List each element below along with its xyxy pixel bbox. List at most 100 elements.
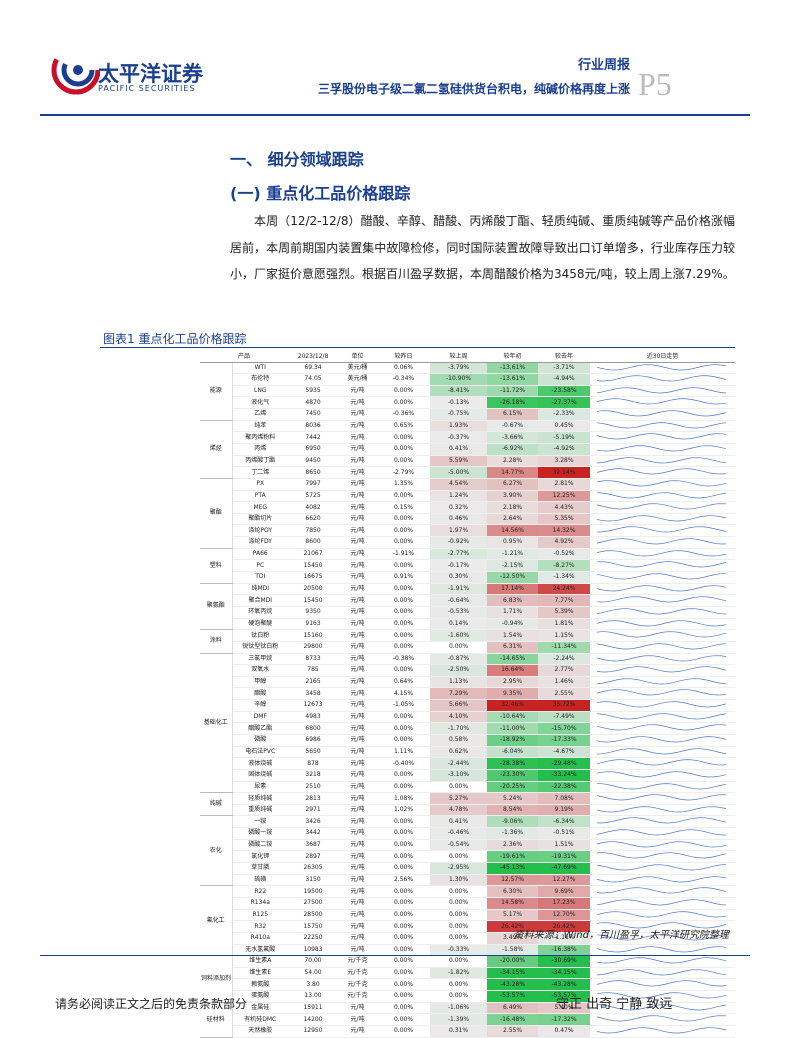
- sparkline: [596, 678, 726, 685]
- sparkline: [596, 771, 726, 778]
- table-cell: 蛋氨酸: [232, 990, 289, 1003]
- table-cell: 2971: [288, 804, 339, 817]
- table-cell: 涤纶FDY: [232, 536, 289, 549]
- sparkline: [596, 922, 726, 929]
- sparkline-path: [596, 456, 726, 463]
- sparkline: [596, 456, 726, 463]
- sparkline-path: [596, 771, 726, 778]
- sparkline-path: [596, 398, 726, 405]
- table-cell: 7.29%: [430, 687, 488, 701]
- table-cell: -15.70%: [538, 722, 591, 735]
- table-cell: 0.00%: [430, 955, 488, 968]
- table-cell: 4082: [288, 501, 339, 514]
- table-cell: 布伦特: [232, 373, 289, 386]
- table-cell: -19.31%: [538, 850, 591, 864]
- sparkline: [596, 643, 726, 650]
- table-cell: 6.27%: [487, 478, 539, 491]
- table-row: 布伦特 74.05 美元/桶 -0.34% -10.90% -13.61% -4.94%: [200, 373, 736, 386]
- table-cell: 氯化钾: [232, 850, 289, 864]
- table-row: R410a 22250 元/吨 0.00% 0.00% 3.49% -1.11%: [200, 932, 736, 945]
- table-cell: 1.15%: [538, 629, 591, 642]
- table-row: 涤纶POY 7850 元/吨 0.00% 1.97% 14.56% 14.32%: [200, 524, 736, 538]
- table-cell: 元/吨: [338, 396, 378, 410]
- table-row: 草甘膦 26305 元/吨 0.00% -2.95% -45.13% -47.69%: [200, 862, 736, 875]
- sparkline: [596, 945, 726, 952]
- table-cell: 甲醇: [232, 676, 289, 689]
- sparkline: [596, 619, 726, 626]
- table-cell: -0.33%: [430, 944, 488, 957]
- table-cell: 8.54%: [487, 804, 539, 817]
- table-cell: 7997: [288, 478, 339, 491]
- table-cell: 元/吨: [338, 734, 378, 747]
- table-cell: 6.30%: [487, 885, 539, 898]
- table-cell: -4.92%: [538, 443, 591, 456]
- table-cell: 9.19%: [538, 804, 591, 817]
- table-cell: R134a: [232, 897, 289, 910]
- trend-cell: [590, 862, 736, 875]
- header-rule: [40, 114, 750, 116]
- table-cell: 2.81%: [538, 478, 591, 491]
- table-cell: 8600: [288, 536, 339, 549]
- table-row: 磷酸二铵 3687 元/吨 0.00% -0.54% 2.36% 1.51%: [200, 839, 736, 852]
- footer-rule: [40, 955, 750, 956]
- table-cell: 0.64%: [377, 676, 431, 689]
- table-cell: 0.00%: [430, 990, 488, 1003]
- section-subtitle: (一) 重点化工品价格跟踪: [230, 184, 411, 203]
- trend-cell: [590, 827, 736, 840]
- table-cell: 74.05: [288, 373, 339, 386]
- table-cell: -7.49%: [538, 711, 591, 724]
- table-cell: 元/吨: [338, 757, 378, 770]
- table-cell: -1.05%: [377, 699, 431, 712]
- table-cell: DMF: [232, 711, 289, 724]
- table-cell: -18.92%: [487, 734, 539, 747]
- table-cell: -23.30%: [487, 769, 539, 782]
- table-cell: -27.37%: [538, 396, 591, 410]
- figure-caption: 图表1 重点化工品价格跟踪: [103, 332, 247, 346]
- trend-cell: [590, 362, 736, 375]
- table-cell: 磷酸: [232, 734, 289, 747]
- trend-cell: [590, 513, 736, 526]
- trend-cell: [590, 757, 736, 770]
- table-cell: 6.31%: [487, 641, 539, 654]
- sparkline: [596, 503, 726, 510]
- trend-cell: [590, 548, 736, 561]
- trend-cell: [590, 594, 736, 607]
- table-row: 硬泡聚醚 9163 元/吨 0.00% 0.14% -0.94% 1.81%: [200, 618, 736, 631]
- table-cell: -4.67%: [538, 746, 591, 759]
- table-row: 聚酯 PX 7997 元/吨 1.35% 4.54% 6.27% 2.81%: [200, 478, 736, 549]
- table-cell: 14.32%: [538, 524, 591, 538]
- trend-cell: [590, 687, 736, 701]
- sparkline: [596, 573, 726, 580]
- sparkline-path: [596, 713, 726, 720]
- sparkline: [596, 445, 726, 452]
- table-cell: 0.00%: [377, 664, 431, 677]
- table-row: 辛醇 12673 元/吨 -1.05% 5.66% 32.46% 35.72%: [200, 699, 736, 712]
- table-cell: -23.58%: [538, 385, 591, 398]
- table-cell: MEG: [232, 501, 289, 514]
- trend-cell: [590, 734, 736, 747]
- table-cell: -1.58%: [487, 944, 539, 957]
- table-row: 电石法PVC 5650 元/吨 1.11% 0.62% -6.04% -4.67%: [200, 746, 736, 759]
- table-cell: 元/千克: [338, 978, 378, 992]
- table-cell: 元/吨: [338, 385, 378, 398]
- table-cell: -53.57%: [538, 990, 591, 1003]
- table-cell: 天然橡胶: [232, 1025, 289, 1038]
- table-cell: 元/吨: [338, 1002, 378, 1015]
- table-cell: 辛醇: [232, 699, 289, 712]
- trend-cell: [590, 420, 736, 433]
- table-cell: 元/吨: [338, 536, 378, 549]
- sparkline-path: [596, 957, 726, 964]
- trend-cell: [590, 641, 736, 654]
- trend-cell: [590, 653, 736, 666]
- sparkline: [596, 1015, 726, 1022]
- table-cell: -53.57%: [487, 990, 539, 1003]
- table-cell: 液体烧碱: [232, 757, 289, 770]
- table-row: 能源 WTI 69.34 美元/桶 0.06% -3.79% -13.61% -3.71%: [200, 362, 736, 421]
- table-cell: 元/吨: [338, 653, 378, 666]
- table-cell: 0.32%: [430, 501, 488, 514]
- table-cell: 元/吨: [338, 478, 378, 491]
- table-row: PTA 5725 元/吨 0.00% 1.24% 3.90% 12.25%: [200, 490, 736, 503]
- table-cell: 1.30%: [430, 874, 488, 887]
- table-cell: 0.00%: [430, 978, 488, 992]
- table-cell: -1.21%: [487, 548, 539, 561]
